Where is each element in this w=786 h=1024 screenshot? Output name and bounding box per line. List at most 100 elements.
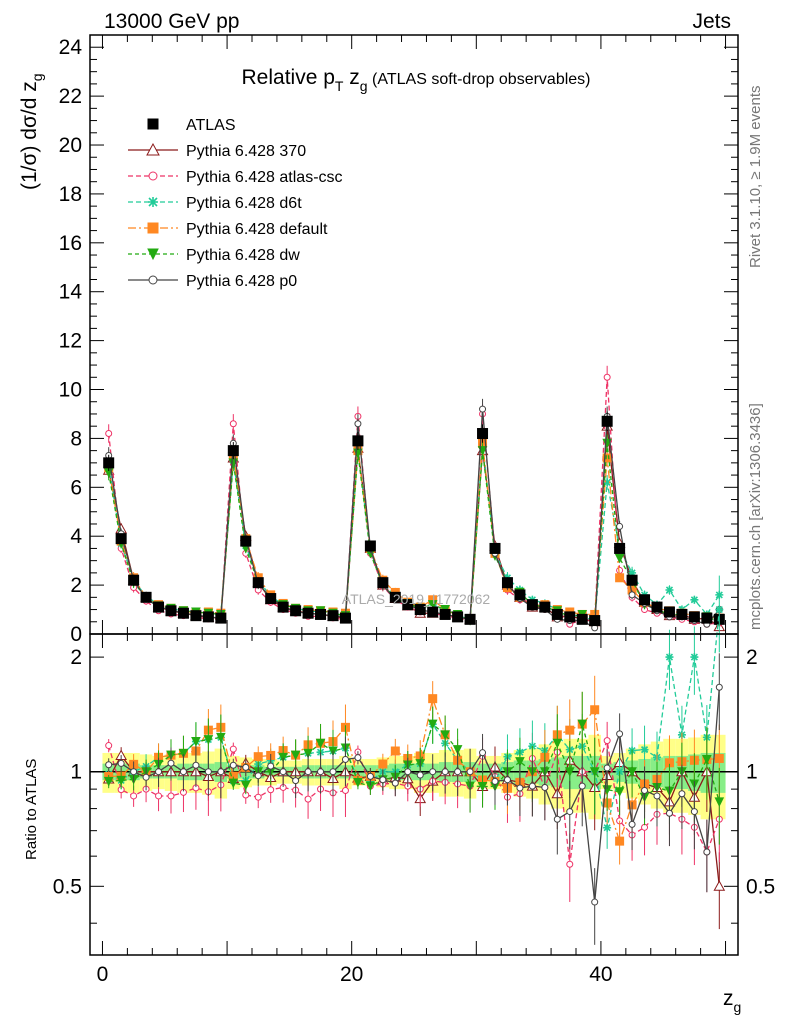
data-point	[354, 420, 362, 428]
data-point	[339, 612, 351, 624]
data-point	[566, 860, 574, 868]
data-point	[601, 415, 613, 427]
data-point	[603, 764, 611, 772]
x-tick-label: 40	[589, 963, 612, 986]
data-point	[552, 738, 563, 749]
data-point	[402, 599, 414, 611]
ratio-ylabel: Ratio to ATLAS	[23, 759, 40, 860]
data-point	[155, 768, 163, 776]
analysis-watermark: ATLAS_2019_I1772062	[342, 591, 491, 607]
ratio-line	[108, 696, 720, 844]
data-point	[427, 606, 439, 618]
data-point	[564, 767, 575, 777]
data-point	[147, 222, 159, 234]
data-point	[379, 776, 387, 784]
data-point	[130, 768, 138, 776]
data-point	[229, 420, 237, 428]
legend-entry: Pythia 6.428 370	[128, 142, 306, 160]
data-point	[577, 719, 588, 730]
data-point	[267, 762, 275, 770]
data-point	[192, 761, 200, 769]
header-right: Jets	[692, 10, 731, 33]
mcplots-text: mcplots.cern.ch [arXiv:1306.3436]	[747, 403, 764, 630]
title-var-sub: g	[360, 78, 368, 94]
data-point	[292, 777, 300, 785]
data-point	[688, 611, 700, 623]
data-point	[616, 522, 624, 530]
y-tick-label: 8	[70, 427, 82, 450]
data-point	[591, 898, 599, 906]
data-point	[279, 768, 287, 776]
data-point	[304, 768, 312, 776]
data-point	[177, 607, 189, 619]
data-point	[628, 568, 637, 577]
data-point	[427, 600, 438, 610]
legend-label: Pythia 6.428 atlas-csc	[186, 169, 343, 186]
data-point	[148, 275, 158, 285]
data-point	[240, 535, 252, 547]
data-point	[329, 768, 337, 776]
data-point	[105, 742, 113, 750]
ylabel-sub: g	[29, 73, 45, 81]
title-suffix: (ATLAS soft-drop observables)	[368, 71, 591, 88]
x-tick-label: 0	[97, 963, 109, 986]
header-left: 13000 GeV pp	[104, 10, 239, 33]
data-point	[615, 836, 625, 846]
data-point	[603, 823, 612, 832]
data-point	[253, 752, 263, 762]
data-point	[439, 608, 451, 620]
data-point	[147, 248, 159, 261]
data-point	[703, 848, 711, 856]
data-point	[215, 612, 227, 624]
data-point	[541, 783, 549, 791]
data-point	[578, 782, 586, 790]
data-point	[390, 746, 400, 756]
data-point	[479, 405, 487, 413]
data-point	[146, 142, 160, 156]
data-point	[366, 772, 374, 780]
data-point	[589, 767, 600, 777]
data-point	[278, 752, 288, 763]
rivet-label: Rivet 3.1.10, ≥ 1.9M events	[747, 86, 764, 269]
ratio-y-tick-label-right: 2	[746, 646, 758, 669]
data-point	[714, 797, 725, 807]
legend-entry: Pythia 6.428 default	[128, 221, 328, 238]
y-tick-label: 20	[59, 134, 82, 157]
ratio-y-tick-label: 0.5	[53, 875, 82, 898]
data-point	[252, 577, 264, 589]
data-point	[116, 775, 126, 786]
ratio-y-axis-label: Ratio to ATLAS	[23, 759, 40, 860]
y-tick-label: 24	[59, 36, 83, 59]
chart-title: Relative pT zg (ATLAS soft-drop observab…	[242, 66, 591, 94]
ratio-line	[108, 687, 720, 903]
data-point	[178, 748, 189, 759]
data-point	[603, 478, 612, 487]
data-point	[290, 750, 301, 761]
x-axis-label: zg	[723, 987, 741, 1015]
legend-label: Pythia 6.428 p0	[186, 273, 297, 290]
xlabel-sub: g	[734, 999, 742, 1015]
y-tick-label: 14	[59, 281, 83, 304]
data-point	[441, 768, 449, 776]
data-point	[428, 694, 438, 704]
data-point	[702, 754, 712, 765]
y-tick-label: 16	[59, 232, 82, 255]
ylabel-main: (1/σ) dσ/d z	[18, 81, 41, 190]
series-line	[108, 443, 720, 622]
data-point	[576, 613, 588, 625]
data-point	[364, 540, 376, 552]
data-point	[414, 604, 426, 616]
data-point	[714, 753, 724, 763]
data-point	[267, 786, 275, 794]
data-point	[302, 607, 314, 619]
data-point	[228, 778, 239, 789]
data-point	[254, 793, 262, 801]
y-axis-label: (1/σ) dσ/d zg	[18, 73, 45, 190]
data-point	[528, 782, 536, 790]
data-point	[229, 745, 237, 753]
ratio-line	[108, 738, 720, 865]
data-point	[105, 761, 113, 769]
data-point	[404, 768, 412, 776]
